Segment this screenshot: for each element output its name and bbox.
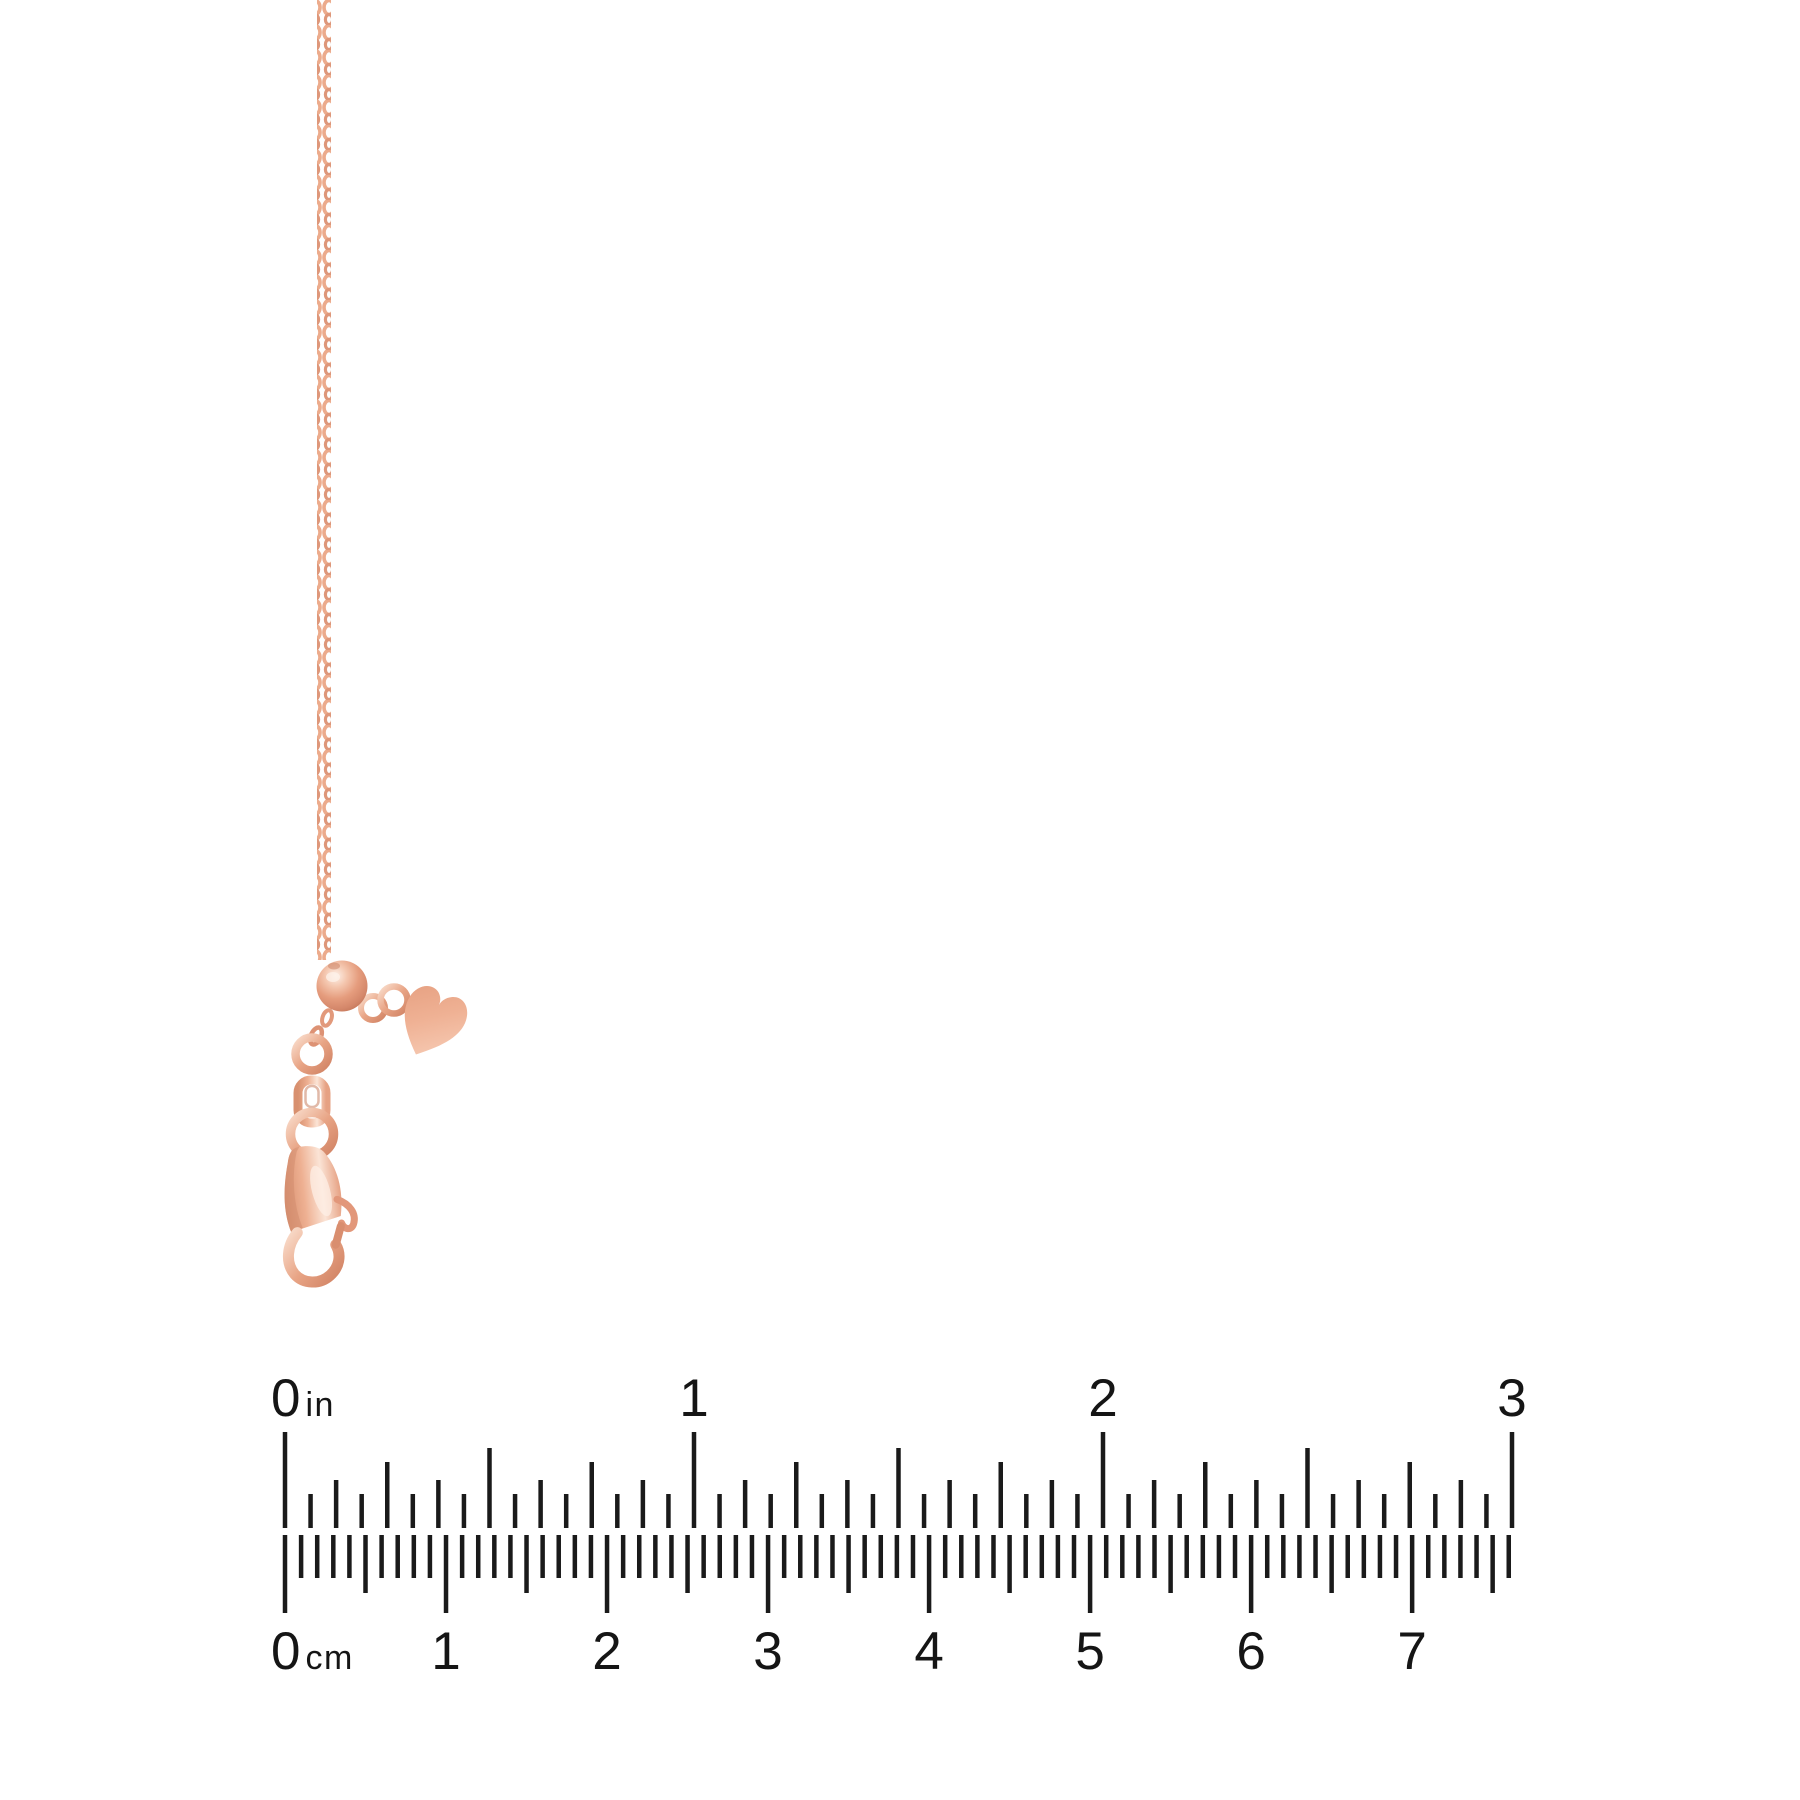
inch-unit-label: in — [305, 1386, 335, 1424]
cm-number-3: 3 — [753, 1622, 783, 1681]
cm-number-7: 7 — [1397, 1622, 1427, 1681]
heart-charm — [404, 986, 468, 1055]
cm-zero-label: 0 cm — [271, 1625, 354, 1678]
cm-number-2: 2 — [592, 1622, 622, 1681]
inch-number-1: 1 — [679, 1369, 709, 1428]
cm-unit-label: cm — [305, 1639, 354, 1677]
cm-number-6: 6 — [1236, 1622, 1266, 1681]
cm-number-5: 5 — [1075, 1622, 1105, 1681]
jump-rings — [358, 983, 411, 1023]
inch-zero-digit: 0 — [271, 1369, 301, 1428]
cable-chain — [317, 0, 331, 960]
inch-zero-label: 0 in — [271, 1372, 335, 1425]
cm-zero-digit: 0 — [271, 1622, 301, 1681]
cm-number-1: 1 — [431, 1622, 461, 1681]
oblong-link — [293, 1075, 331, 1128]
connector-ring-bottom — [285, 1107, 339, 1161]
inch-number-3: 3 — [1497, 1369, 1527, 1428]
inch-number-2: 2 — [1088, 1369, 1118, 1428]
lobster-clasp — [282, 1146, 358, 1288]
cm-number-4: 4 — [914, 1622, 944, 1681]
slider-bead — [316, 960, 368, 1012]
below-bead-links — [307, 1008, 334, 1047]
connector-ring-top — [291, 1033, 333, 1075]
